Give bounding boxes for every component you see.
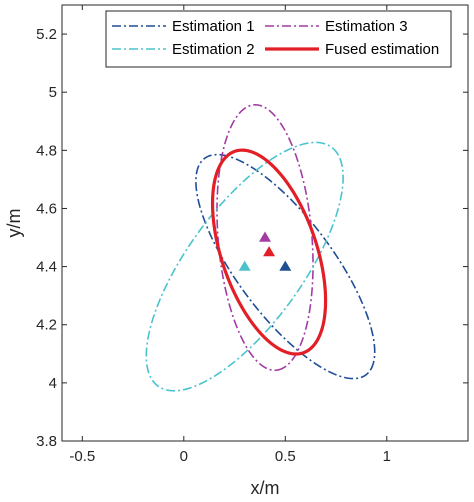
y-tick-label: 5	[49, 84, 57, 101]
y-tick-label: 4.6	[36, 200, 57, 217]
y-tick-label: 4.8	[36, 142, 57, 159]
legend-box	[105, 10, 452, 68]
y-tick-label: 4.4	[36, 259, 57, 276]
ellipse-estimation-3	[216, 104, 314, 372]
legend-label: Fused estimation	[325, 41, 439, 58]
y-tick-label: 4.2	[36, 317, 57, 334]
y-axis-label: y/m	[4, 209, 24, 238]
triangle-marker	[238, 260, 251, 271]
plot-area	[61, 4, 469, 442]
y-tick-label: 4	[49, 375, 57, 392]
x-tick-label: -0.5	[69, 448, 95, 465]
legend: Estimation 1 Estimation 3 Estimation 2 Fuse…	[105, 10, 452, 68]
triangle-marker	[259, 231, 271, 242]
legend-label: Estimation 1	[172, 18, 255, 35]
x-tick-label: 0	[180, 448, 188, 465]
triangle-marker	[263, 246, 276, 257]
series-layer	[145, 104, 376, 392]
x-tick-label: 0.5	[275, 448, 296, 465]
x-tick-label: 1	[383, 448, 391, 465]
y-tick-label: 5.2	[36, 26, 57, 43]
marker-layer	[238, 231, 292, 271]
ellipse-fused-estimation	[210, 148, 328, 356]
legend-label: Estimation 2	[172, 41, 255, 58]
ellipse-estimation-1	[195, 153, 376, 380]
y-tick-label: 3.8	[36, 433, 57, 450]
x-axis-label: x/m	[251, 478, 280, 498]
triangle-marker	[279, 260, 292, 271]
legend-label: Estimation 3	[325, 18, 408, 35]
axis-ticks: -0.5 0 0.5 1 3.8 4 4.2 4.4 4.6 4.8 5 5.2	[36, 5, 468, 465]
